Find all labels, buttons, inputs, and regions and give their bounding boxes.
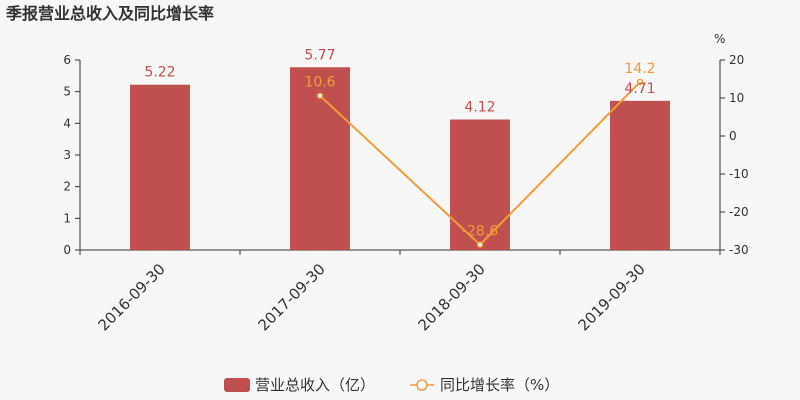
x-tick-label: 2018-09-30 [414,260,488,334]
left-tick-label: 4 [63,116,71,130]
chart-title: 季报营业总收入及同比增长率 [5,4,214,23]
left-tick-label: 2 [63,180,71,194]
legend-bar-swatch [224,378,250,392]
right-tick-label: 10 [729,91,744,105]
bar[interactable] [610,100,670,250]
bar-value-label: 4.71 [624,81,655,97]
data-labels: 5.22 5.77 4.12 4.71 10.6 -28.6 14.2 [144,47,655,239]
left-tick-label: 3 [63,148,71,162]
line-point[interactable] [636,78,644,86]
x-tick-label: 2017-09-30 [254,260,328,334]
bar-value-label: 5.22 [144,65,175,81]
legend-bar-label: 营业总收入（亿） [255,376,375,394]
left-tick-label: 5 [63,85,71,99]
bar-value-label: 5.77 [304,47,335,63]
right-tick-label: 0 [729,129,737,143]
bar[interactable] [450,119,510,251]
bar-value-label: 4.12 [464,100,495,116]
line-value-label: 10.6 [304,75,335,91]
right-axis-unit: % [714,32,725,46]
legend-line-marker [416,379,428,391]
line-value-label: 14.2 [624,61,655,77]
bar-series [130,67,670,251]
left-tick-label: 0 [63,243,71,257]
bar[interactable] [130,84,190,250]
line-point[interactable] [316,92,324,99]
legend[interactable]: 营业总收入（亿） 同比增长率（%） [224,376,559,394]
left-tick-label: 6 [63,53,71,67]
x-tick-label: 2019-09-30 [574,260,648,334]
line-point[interactable] [476,241,484,248]
right-tick-label: -30 [729,243,749,257]
legend-line-label: 同比增长率（%） [440,376,559,394]
line-series [316,78,644,248]
right-tick-label: 20 [729,53,744,67]
right-tick-label: -20 [729,205,749,219]
line-value-label: -28.6 [462,224,498,240]
left-tick-label: 1 [63,211,71,225]
x-tick-label: 2016-09-30 [94,260,168,334]
right-tick-label: -10 [729,167,749,181]
